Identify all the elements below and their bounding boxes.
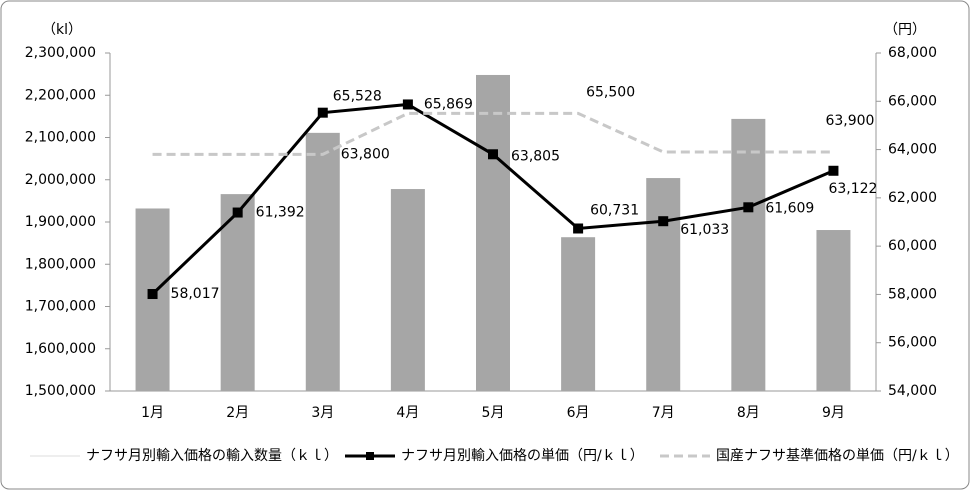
- bar: [476, 74, 510, 391]
- bar: [646, 178, 681, 391]
- bar: [220, 194, 255, 391]
- x-tick-label: 3月: [311, 405, 334, 421]
- marker: [147, 289, 158, 300]
- line: [152, 111, 834, 156]
- x-tick-label: 8月: [737, 405, 760, 421]
- data-label: 63,800: [341, 146, 390, 162]
- y2-tick-label: 66,000: [888, 93, 937, 109]
- y2-tick-label: 54,000: [888, 383, 937, 399]
- x-tick-label: 4月: [396, 405, 419, 421]
- bar: [731, 118, 766, 391]
- data-label: 58,017: [171, 286, 220, 302]
- data-label: 61,392: [256, 205, 305, 221]
- y-tick-label: 1,800,000: [25, 256, 96, 272]
- marker: [317, 107, 328, 118]
- marker: [658, 216, 669, 227]
- data-label: 61,609: [765, 200, 814, 216]
- y-tick-label: 1,900,000: [25, 214, 96, 230]
- y2-tick-label: 64,000: [888, 142, 937, 158]
- y-tick-label: 2,200,000: [25, 87, 96, 103]
- bar: [816, 230, 851, 391]
- y-unit: （kl）: [42, 22, 82, 38]
- marker: [573, 223, 584, 234]
- data-label: 63,122: [828, 181, 877, 197]
- data-label: 60,731: [590, 202, 639, 218]
- y2-tick-label: 58,000: [888, 286, 937, 302]
- y2-tick-label: 60,000: [888, 238, 937, 254]
- data-label: 65,869: [424, 96, 473, 112]
- y-tick-label: 1,700,000: [25, 299, 96, 315]
- marker: [232, 207, 243, 218]
- legend-label: ナフサ月別輸入価格の単価（円/ｋｌ）: [401, 448, 644, 464]
- marker: [488, 149, 498, 160]
- marker: [743, 202, 754, 213]
- x-tick-label: 6月: [567, 405, 590, 421]
- x-tick-label: 2月: [226, 405, 249, 421]
- data-label: 65,528: [333, 89, 382, 105]
- legend-marker: [366, 452, 374, 460]
- y-tick-label: 1,500,000: [25, 383, 96, 399]
- data-label: 65,500: [586, 84, 635, 100]
- bar: [135, 208, 170, 391]
- data-label: 61,033: [680, 222, 729, 238]
- y-tick-label: 2,000,000: [25, 172, 96, 188]
- y-tick-label: 1,600,000: [25, 341, 96, 357]
- marker: [828, 165, 839, 176]
- bar: [561, 237, 596, 391]
- x-tick-label: 9月: [822, 405, 845, 421]
- data-label: 63,805: [511, 148, 560, 164]
- marker: [402, 99, 413, 110]
- y2-tick-label: 56,000: [888, 335, 937, 351]
- x-tick-label: 7月: [652, 405, 675, 421]
- x-tick-label: 1月: [141, 405, 164, 421]
- y-tick-label: 2,100,000: [25, 130, 96, 146]
- y2-tick-label: 68,000: [888, 45, 937, 61]
- x-tick-label: 5月: [482, 405, 505, 421]
- y2-unit: （円）: [884, 22, 926, 38]
- bar: [305, 132, 340, 392]
- data-label: 63,900: [825, 113, 874, 129]
- y-tick-label: 2,300,000: [25, 45, 96, 61]
- legend-label: ナフサ月別輸入価格の輸入数量（ｋｌ）: [86, 448, 338, 464]
- y2-tick-label: 62,000: [888, 190, 937, 206]
- legend-label: 国産ナフサ基準価格の単価（円/ｋｌ）: [716, 447, 959, 464]
- bar: [390, 189, 425, 391]
